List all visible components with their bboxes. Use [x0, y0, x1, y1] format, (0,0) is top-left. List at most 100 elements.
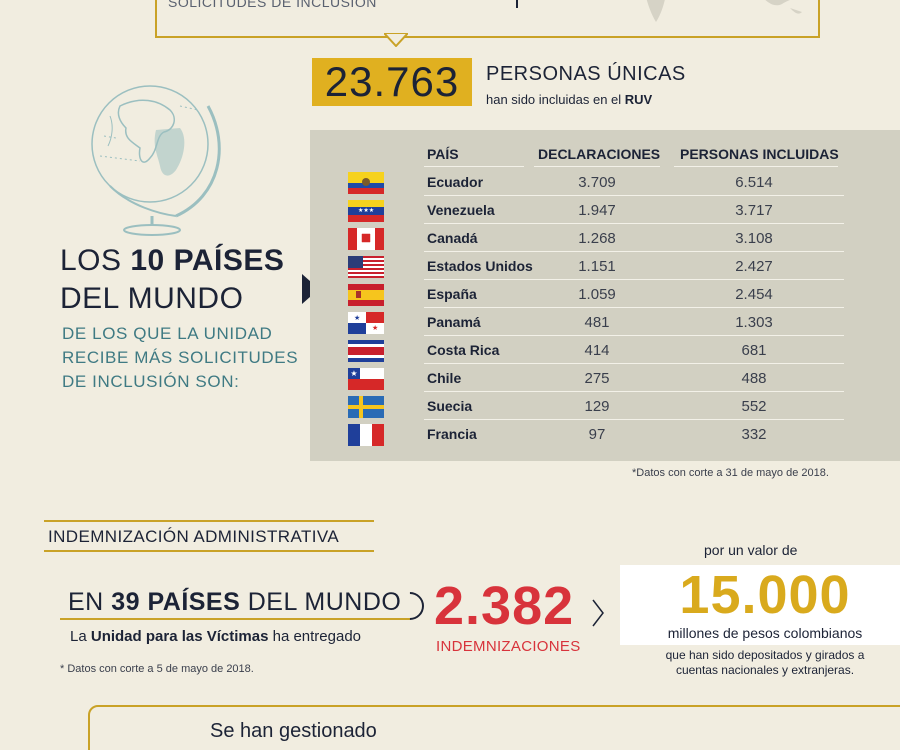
paises-heading-line1: LOS 10 PAÍSES [60, 242, 284, 280]
unidad-pre: La [70, 628, 91, 645]
unidad-bold: Unidad para las Víctimas [90, 628, 269, 645]
row-separator [424, 419, 844, 420]
row-declaraciones: 1.947 [578, 202, 616, 219]
costa-rica-flag-icon [348, 340, 384, 362]
ruv-label: RUV [624, 92, 653, 107]
panama-flag-icon: ★ ★ [348, 312, 384, 334]
usa-flag-icon [348, 256, 384, 278]
indemnizaciones-count: 2.382 [434, 576, 575, 636]
canada-flag-icon [348, 228, 384, 250]
indemnizacion-note: * Datos con corte a 5 de mayo de 2018. [60, 663, 254, 675]
sweden-flag-icon [348, 396, 384, 418]
depositados-text: que han sido depositados y girados a cue… [620, 648, 900, 678]
header-declaraciones: DECLARACIONES [538, 146, 661, 162]
personas-subtitle: han sido incluidas en el RUV [486, 92, 652, 107]
en-pre: EN [68, 588, 112, 616]
valor-amount: 15.000 [679, 565, 851, 625]
paises-sub-line1: DE LOS QUE LA UNIDAD [62, 324, 273, 343]
header-underline [424, 166, 524, 167]
row-separator [424, 279, 844, 280]
row-pais: Ecuador [427, 174, 484, 190]
row-personas: 552 [741, 398, 767, 415]
en-39-paises-heading: EN 39 PAÍSES DEL MUNDO [68, 588, 401, 617]
paises-sub-line3: DE INCLUSIÓN SON: [62, 372, 240, 391]
gestionado-text: Se han gestionado [210, 720, 377, 742]
top-divider [516, 0, 518, 8]
en-post: DEL MUNDO [240, 588, 402, 616]
personas-title: PERSONAS ÚNICAS [486, 63, 686, 85]
header-pais: PAÍS [427, 146, 459, 162]
row-personas: 2.427 [735, 258, 773, 275]
row-declaraciones: 1.151 [578, 258, 616, 275]
personas-count: 23.763 [312, 58, 472, 106]
depositados-line2: cuentas nacionales y extranjeras. [675, 663, 855, 677]
row-personas: 332 [741, 426, 767, 443]
row-personas: 2.454 [735, 286, 773, 303]
paises-heading-pre: LOS [60, 244, 131, 277]
table-row: Francia 97 332 [344, 420, 844, 448]
table-row: Ecuador 3.709 6.514 [344, 168, 844, 196]
row-declaraciones: 1.059 [578, 286, 616, 303]
row-declaraciones: 1.268 [578, 230, 616, 247]
row-pais: Estados Unidos [427, 258, 533, 274]
top-cut-text: SOLICITUDES DE INCLUSIÓN [168, 0, 377, 10]
row-pais: Suecia [427, 398, 473, 414]
bracket-down-arrow-icon [384, 33, 408, 47]
indemnizaciones-label: INDEMNIZACIONES [436, 638, 581, 655]
valor-unit: millones de pesos colombianos [667, 625, 863, 641]
row-separator [424, 251, 844, 252]
row-pais: Panamá [427, 314, 481, 330]
table-row: ★ Chile 275 488 [344, 364, 844, 392]
gestionado-frame [88, 705, 900, 750]
row-personas: 1.303 [735, 314, 773, 331]
paises-heading: LOS 10 PAÍSES DEL MUNDO [60, 242, 284, 318]
row-declaraciones: 481 [584, 314, 610, 331]
row-personas: 3.717 [735, 202, 773, 219]
france-flag-icon [348, 424, 384, 446]
unidad-post: ha entregado [268, 628, 362, 645]
indemnizacion-title-frame [44, 520, 374, 552]
countries-table-panel [310, 130, 900, 461]
row-personas: 6.514 [735, 174, 773, 191]
venezuela-flag-icon: ★★★ [348, 200, 384, 222]
en-bold: 39 PAÍSES [111, 588, 241, 616]
table-row: Estados Unidos 1.151 2.427 [344, 252, 844, 280]
header-underline [534, 166, 660, 167]
ecuador-flag-icon [348, 172, 384, 194]
header-personas: PERSONAS INCLUIDAS [680, 146, 839, 162]
row-separator [424, 335, 844, 336]
unidad-text: La Unidad para las Víctimas ha entregado [70, 628, 361, 645]
row-declaraciones: 97 [588, 426, 606, 443]
row-pais: Venezuela [427, 202, 495, 218]
row-pais: Chile [427, 370, 462, 386]
paises-subheading: DE LOS QUE LA UNIDAD RECIBE MÁS SOLICITU… [62, 322, 298, 394]
table-row: ★★★ Venezuela 1.947 3.717 [344, 196, 844, 224]
row-personas: 3.108 [735, 230, 773, 247]
chevron-right-icon [592, 599, 604, 627]
row-pais: Costa Rica [427, 342, 500, 358]
row-declaraciones: 275 [584, 370, 610, 387]
row-personas: 681 [741, 342, 767, 359]
row-personas: 488 [741, 370, 767, 387]
row-pais: Francia [427, 426, 477, 442]
table-note: *Datos con corte a 31 de mayo de 2018. [632, 467, 829, 479]
personas-subtitle-text: han sido incluidas en el [486, 92, 625, 107]
paises-sub-line2: RECIBE MÁS SOLICITUDES [62, 348, 299, 367]
table-row: Canadá 1.268 3.108 [344, 224, 844, 252]
row-declaraciones: 129 [584, 398, 610, 415]
table-row: ★ ★ Panamá 481 1.303 [344, 308, 844, 336]
row-separator [424, 363, 844, 364]
table-row: Suecia 129 552 [344, 392, 844, 420]
por-valor-label: por un valor de [704, 542, 798, 558]
spain-flag-icon [348, 284, 384, 306]
row-separator [424, 223, 844, 224]
indemnizacion-title: INDEMNIZACIÓN ADMINISTRATIVA [48, 527, 340, 546]
row-declaraciones: 3.709 [578, 174, 616, 191]
table-row: Costa Rica 414 681 [344, 336, 844, 364]
row-pais: Canadá [427, 230, 478, 246]
en-39-underline [60, 618, 410, 620]
paises-heading-line2: DEL MUNDO [60, 282, 244, 315]
row-separator [424, 307, 844, 308]
table-row: España 1.059 2.454 [344, 280, 844, 308]
row-declaraciones: 414 [584, 342, 610, 359]
